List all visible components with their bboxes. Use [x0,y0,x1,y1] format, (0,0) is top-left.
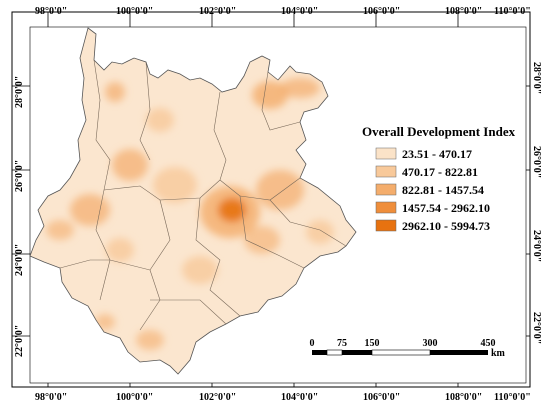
scale-tick-300: 300 [423,338,438,349]
top-lon-label-100: 100°0'0" [116,6,153,17]
legend-item: 23.51 - 470.17 [375,147,472,161]
bottom-lon-label-102: 102°0'0" [199,392,236,403]
bottom-lon-label-104: 104°0'0" [281,392,318,403]
bottom-longitude-labels: 98°0'0" 100°0'0" 102°0'0" 104°0'0" 106°0… [35,392,531,403]
scale-tick-150: 150 [365,338,380,349]
right-lat-label-26: 26°0'0" [531,146,542,178]
legend-label-5: 2962.10 - 5994.73 [402,219,490,233]
bottom-lon-label-108: 108°0'0" [445,392,482,403]
legend-swatch-4 [375,201,397,214]
legend-item: 2962.10 - 5994.73 [375,219,490,233]
right-latitude-labels: 28°0'0" 26°0'0" 24°0'0" 22°0'0" [531,62,542,344]
top-lon-label-106: 106°0'0" [363,6,400,17]
frame-tick-marks [12,12,530,387]
right-lat-label-24: 24°0'0" [531,230,542,262]
scale-tick-0: 0 [310,338,315,349]
prefecture-boundaries [59,59,347,331]
bottom-lon-label-106: 106°0'0" [363,392,400,403]
left-latitude-labels: 28°0'0" 26°0'0" 24°0'0" 22°0'0" [14,76,25,357]
bottom-lon-label-110: 110°0'0" [494,392,531,403]
bottom-lon-label-98: 98°0'0" [35,392,67,403]
legend-swatch-3 [375,183,397,196]
top-lon-label-102: 102°0'0" [199,6,236,17]
left-lat-label-28: 28°0'0" [14,76,25,108]
scale-segment [430,350,488,355]
left-lat-label-22: 22°0'0" [14,325,25,357]
top-lon-label-110: 110°0'0" [494,6,531,17]
right-lat-label-28: 28°0'0" [531,62,542,94]
scale-tick-450: 450 [481,338,496,349]
left-lat-label-26: 26°0'0" [14,160,25,192]
scale-segment [371,349,431,356]
scale-bar: 0 75 150 300 450 km [310,338,506,359]
left-lat-label-24: 24°0'0" [14,244,25,276]
legend: Overall Development Index 23.51 - 470.17… [362,124,516,233]
bottom-lon-label-100: 100°0'0" [116,392,153,403]
scale-unit: km [491,348,506,359]
scale-segment [326,349,343,356]
legend-item: 470.17 - 822.81 [375,165,478,179]
right-lat-label-22: 22°0'0" [531,312,542,344]
legend-label-4: 1457.54 - 2962.10 [402,201,490,215]
development-hotspots [46,78,334,350]
legend-swatch-5 [375,219,397,232]
legend-label-3: 822.81 - 1457.54 [402,183,484,197]
legend-item: 822.81 - 1457.54 [375,183,484,197]
legend-swatch-2 [375,165,397,178]
top-longitude-labels: 98°0'0" 100°0'0" 102°0'0" 104°0'0" 106°0… [35,6,531,17]
top-lon-label-108: 108°0'0" [445,6,482,17]
top-lon-label-104: 104°0'0" [281,6,318,17]
legend-label-1: 23.51 - 470.17 [402,147,472,161]
legend-title: Overall Development Index [362,124,516,139]
legend-swatch-1 [375,147,397,160]
scale-segment [342,350,372,355]
top-lon-label-98: 98°0'0" [35,6,67,17]
scale-segment [312,350,327,355]
legend-label-2: 470.17 - 822.81 [402,165,478,179]
legend-item: 1457.54 - 2962.10 [375,201,490,215]
scale-tick-75: 75 [337,338,347,349]
